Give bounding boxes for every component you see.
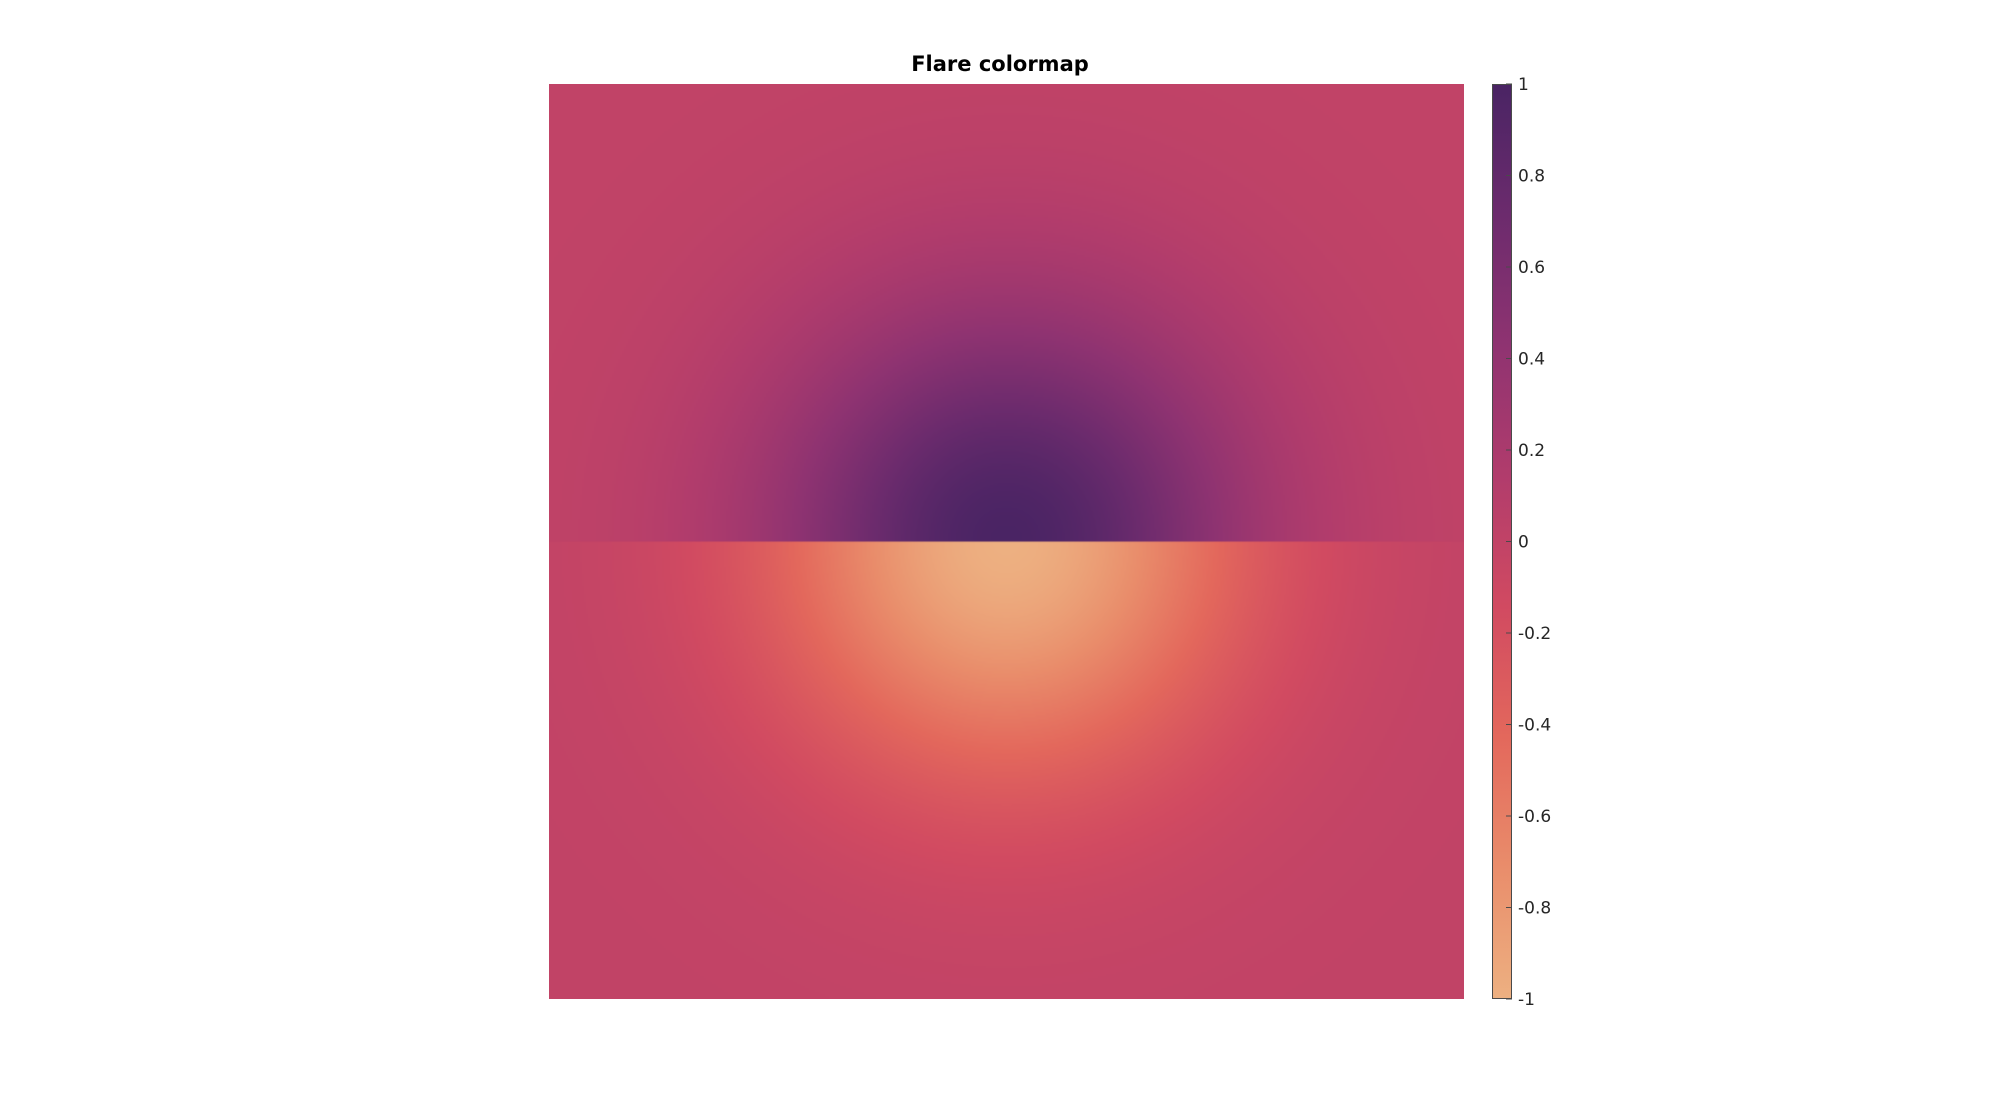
colorbar-tick-label: 1 <box>1518 75 1529 95</box>
colorbar-tick-label: -1 <box>1518 990 1535 1010</box>
heatmap-image <box>549 84 1464 999</box>
colorbar-tick-label: 0.8 <box>1518 167 1545 187</box>
colorbar-tick-label: -0.4 <box>1518 716 1551 736</box>
colorbar-tick-label: -0.8 <box>1518 899 1551 919</box>
colorbar-tick-label: 0.6 <box>1518 258 1545 278</box>
colorbar-tick-label: -0.2 <box>1518 624 1551 644</box>
colorbar <box>1492 84 1512 999</box>
colorbar-tick-label: -0.6 <box>1518 807 1551 827</box>
chart-title: Flare colormap <box>911 52 1089 76</box>
colorbar-tick-label: 0 <box>1518 533 1529 553</box>
colorbar-tick-label: 0.2 <box>1518 441 1545 461</box>
colorbar-tick-label: 0.4 <box>1518 350 1545 370</box>
